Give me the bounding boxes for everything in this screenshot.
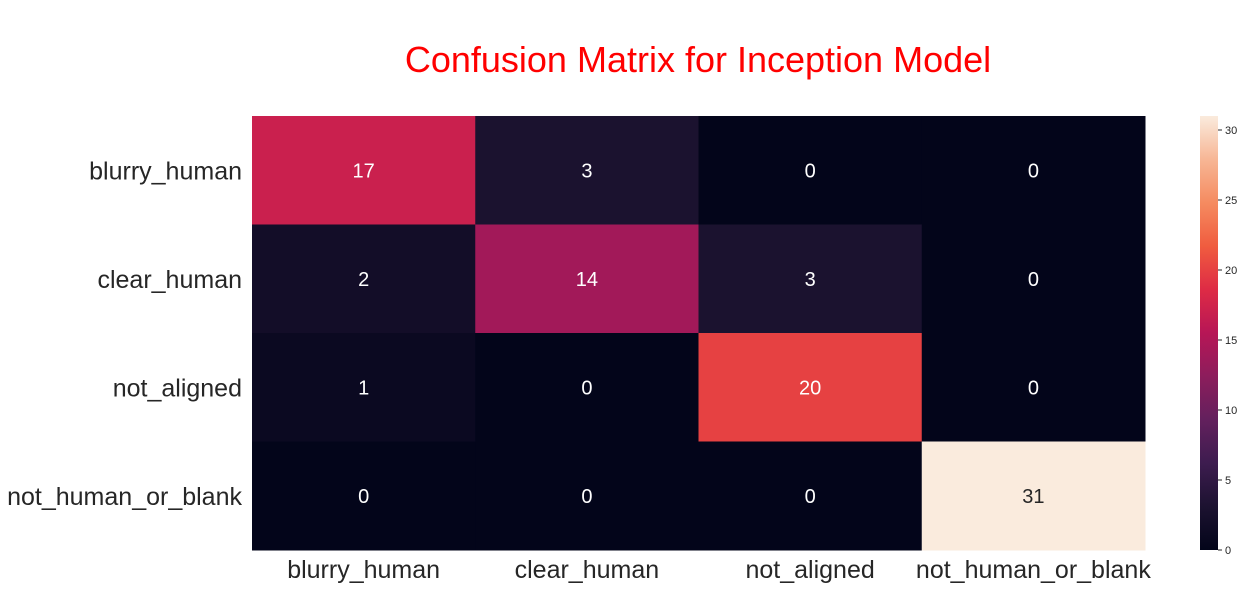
colorbar-tick-label: 0 xyxy=(1225,545,1231,557)
heatmap-cell xyxy=(475,224,699,334)
cell-value-label: 2 xyxy=(358,269,369,291)
colorbar-ticks: 0 5 10 15 20 25 30 xyxy=(1218,125,1237,557)
cell-value-label: 0 xyxy=(1028,160,1039,182)
cell-value-label: 0 xyxy=(581,486,592,508)
colorbar-tick-label: 15 xyxy=(1225,335,1237,347)
heatmap-cell xyxy=(921,333,1146,442)
cell-value-label: 0 xyxy=(1028,377,1039,399)
column-tick-label: not_human_or_blank xyxy=(916,556,1151,584)
heatmap-cell xyxy=(252,224,476,334)
row-tick-label: not_aligned xyxy=(113,374,242,402)
colorbar-tick-label: 30 xyxy=(1225,125,1237,137)
colorbar: 0 5 10 15 20 25 30 xyxy=(1200,116,1237,557)
row-tick-label: clear_human xyxy=(97,266,242,294)
colorbar-tick-label: 20 xyxy=(1225,265,1237,277)
cell-value-label: 3 xyxy=(805,269,816,291)
column-labels: blurry_human clear_human not_aligned not_hu… xyxy=(287,556,1151,584)
heatmap-cell xyxy=(698,333,923,442)
row-tick-label: blurry_human xyxy=(89,157,242,185)
heatmap-cell xyxy=(252,441,476,551)
cell-value-label: 0 xyxy=(805,486,816,508)
cell-value-label: 1 xyxy=(358,377,369,399)
cell-value-label: 20 xyxy=(799,377,821,399)
cell-value-label: 0 xyxy=(1028,269,1039,291)
colorbar-gradient xyxy=(1200,116,1218,550)
cell-value-label: 0 xyxy=(805,160,816,182)
row-tick-label: not_human_or_blank xyxy=(7,483,242,511)
heatmap-cell xyxy=(698,441,923,551)
cell-value-label: 0 xyxy=(581,377,592,399)
heatmap-cell xyxy=(921,224,1146,334)
heatmap-cells: 17 3 0 02 14 3 01 0 20 00 0 0 31 xyxy=(252,116,1146,551)
cell-value-label: 14 xyxy=(576,269,598,291)
heatmap-cell xyxy=(475,116,699,225)
heatmap-cell xyxy=(475,441,699,551)
colorbar-tick-label: 10 xyxy=(1225,405,1237,417)
column-tick-label: clear_human xyxy=(515,556,660,584)
heatmap-cell xyxy=(698,224,923,334)
heatmap-cell xyxy=(921,116,1146,225)
cell-value-label: 31 xyxy=(1022,486,1044,508)
row-labels: blurry_human clear_human not_aligned not_hu… xyxy=(7,157,242,511)
colorbar-tick-label: 5 xyxy=(1225,475,1231,487)
heatmap-cell xyxy=(921,441,1146,551)
cell-value-label: 3 xyxy=(581,160,592,182)
column-tick-label: not_aligned xyxy=(745,556,874,584)
heatmap-cell xyxy=(475,333,699,442)
colorbar-tick-label: 25 xyxy=(1225,195,1237,207)
cell-value-label: 17 xyxy=(353,160,375,182)
heatmap-cell xyxy=(252,116,476,225)
heatmap-cell xyxy=(698,116,923,225)
heatmap-cell xyxy=(252,333,476,442)
chart-title: Confusion Matrix for Inception Model xyxy=(405,39,991,80)
cell-value-label: 0 xyxy=(358,486,369,508)
column-tick-label: blurry_human xyxy=(287,556,440,584)
